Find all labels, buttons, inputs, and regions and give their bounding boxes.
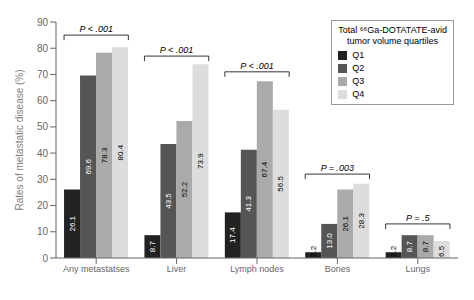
- svg-text:P < .001: P < .001: [240, 61, 273, 71]
- svg-text:17.4: 17.4: [228, 227, 237, 243]
- svg-text:56.5: 56.5: [276, 176, 285, 192]
- svg-text:P = .003: P = .003: [321, 163, 354, 173]
- svg-text:73.9: 73.9: [196, 153, 205, 169]
- html-text:Q4: Q4: [352, 89, 365, 99]
- svg-text:30: 30: [37, 174, 49, 185]
- svg-text:40: 40: [37, 148, 49, 159]
- svg-text:26.1: 26.1: [341, 215, 350, 231]
- svg-text:70: 70: [37, 69, 49, 80]
- svg-text:P = .5: P = .5: [406, 213, 430, 223]
- svg-text:60: 60: [37, 95, 49, 106]
- svg-text:26.1: 26.1: [68, 215, 77, 231]
- svg-text:Lymph nodes: Lymph nodes: [230, 264, 284, 274]
- svg-text:80.4: 80.4: [116, 144, 125, 160]
- html-text:Q3: Q3: [352, 76, 365, 86]
- svg-text:Any metastatses: Any metastatses: [63, 264, 130, 274]
- svg-text:41.3: 41.3: [244, 196, 253, 212]
- svg-text:0: 0: [42, 253, 48, 264]
- html-text:Q1: Q1: [352, 50, 365, 60]
- svg-text:69.6: 69.6: [84, 158, 93, 174]
- html-text:Total ⁶⁸Ga-DOTATATE-avid: Total ⁶⁸Ga-DOTATATE-avid: [338, 25, 447, 35]
- svg-text:50: 50: [37, 121, 49, 132]
- svg-text:Lungs: Lungs: [406, 264, 431, 274]
- svg-text:P < .001: P < .001: [160, 45, 193, 55]
- svg-text:Liver: Liver: [167, 264, 187, 274]
- svg-text:28.3: 28.3: [357, 213, 366, 229]
- html-text:Q2: Q2: [352, 63, 365, 73]
- svg-text:8.7: 8.7: [405, 240, 414, 252]
- svg-text:43.5: 43.5: [164, 193, 173, 209]
- svg-text:6.5: 6.5: [437, 245, 446, 257]
- svg-text:8.7: 8.7: [421, 240, 430, 252]
- svg-text:78.3: 78.3: [100, 147, 109, 163]
- svg-text:8.7: 8.7: [148, 240, 157, 252]
- svg-text:Rates of metastatic disease (%: Rates of metastatic disease (%): [14, 69, 25, 210]
- svg-text:20: 20: [37, 200, 49, 211]
- svg-text:2.2: 2.2: [309, 245, 318, 257]
- svg-text:P < .001: P < .001: [79, 24, 112, 34]
- html-text:tumor volume quartiles: tumor volume quartiles: [347, 36, 439, 46]
- svg-text:10: 10: [37, 226, 49, 237]
- svg-text:2.2: 2.2: [389, 245, 398, 257]
- svg-text:13.0: 13.0: [325, 233, 334, 249]
- svg-text:67.4: 67.4: [260, 161, 269, 177]
- svg-text:52.2: 52.2: [180, 181, 189, 197]
- svg-text:80: 80: [37, 43, 49, 54]
- svg-text:90: 90: [37, 17, 49, 28]
- svg-text:Bones: Bones: [325, 264, 351, 274]
